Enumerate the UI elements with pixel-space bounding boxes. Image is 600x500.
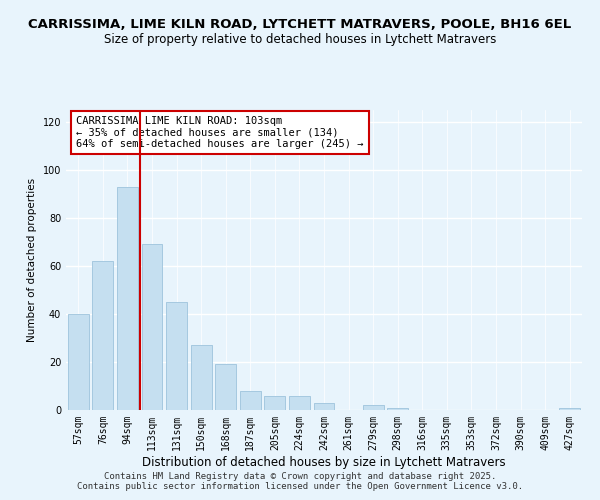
- Bar: [191, 345, 212, 410]
- Y-axis label: Number of detached properties: Number of detached properties: [27, 178, 37, 342]
- Bar: [166, 302, 187, 410]
- Bar: [142, 244, 163, 410]
- Bar: [559, 408, 580, 410]
- Text: Contains HM Land Registry data © Crown copyright and database right 2025.: Contains HM Land Registry data © Crown c…: [104, 472, 496, 481]
- Bar: [387, 408, 408, 410]
- X-axis label: Distribution of detached houses by size in Lytchett Matravers: Distribution of detached houses by size …: [142, 456, 506, 468]
- Bar: [68, 314, 89, 410]
- Bar: [289, 396, 310, 410]
- Text: Size of property relative to detached houses in Lytchett Matravers: Size of property relative to detached ho…: [104, 32, 496, 46]
- Text: CARRISSIMA LIME KILN ROAD: 103sqm
← 35% of detached houses are smaller (134)
64%: CARRISSIMA LIME KILN ROAD: 103sqm ← 35% …: [76, 116, 364, 149]
- Bar: [314, 403, 334, 410]
- Bar: [240, 391, 261, 410]
- Text: Contains public sector information licensed under the Open Government Licence v3: Contains public sector information licen…: [77, 482, 523, 491]
- Bar: [362, 405, 383, 410]
- Bar: [117, 187, 138, 410]
- Bar: [265, 396, 286, 410]
- Bar: [215, 364, 236, 410]
- Text: CARRISSIMA, LIME KILN ROAD, LYTCHETT MATRAVERS, POOLE, BH16 6EL: CARRISSIMA, LIME KILN ROAD, LYTCHETT MAT…: [28, 18, 572, 30]
- Bar: [92, 261, 113, 410]
